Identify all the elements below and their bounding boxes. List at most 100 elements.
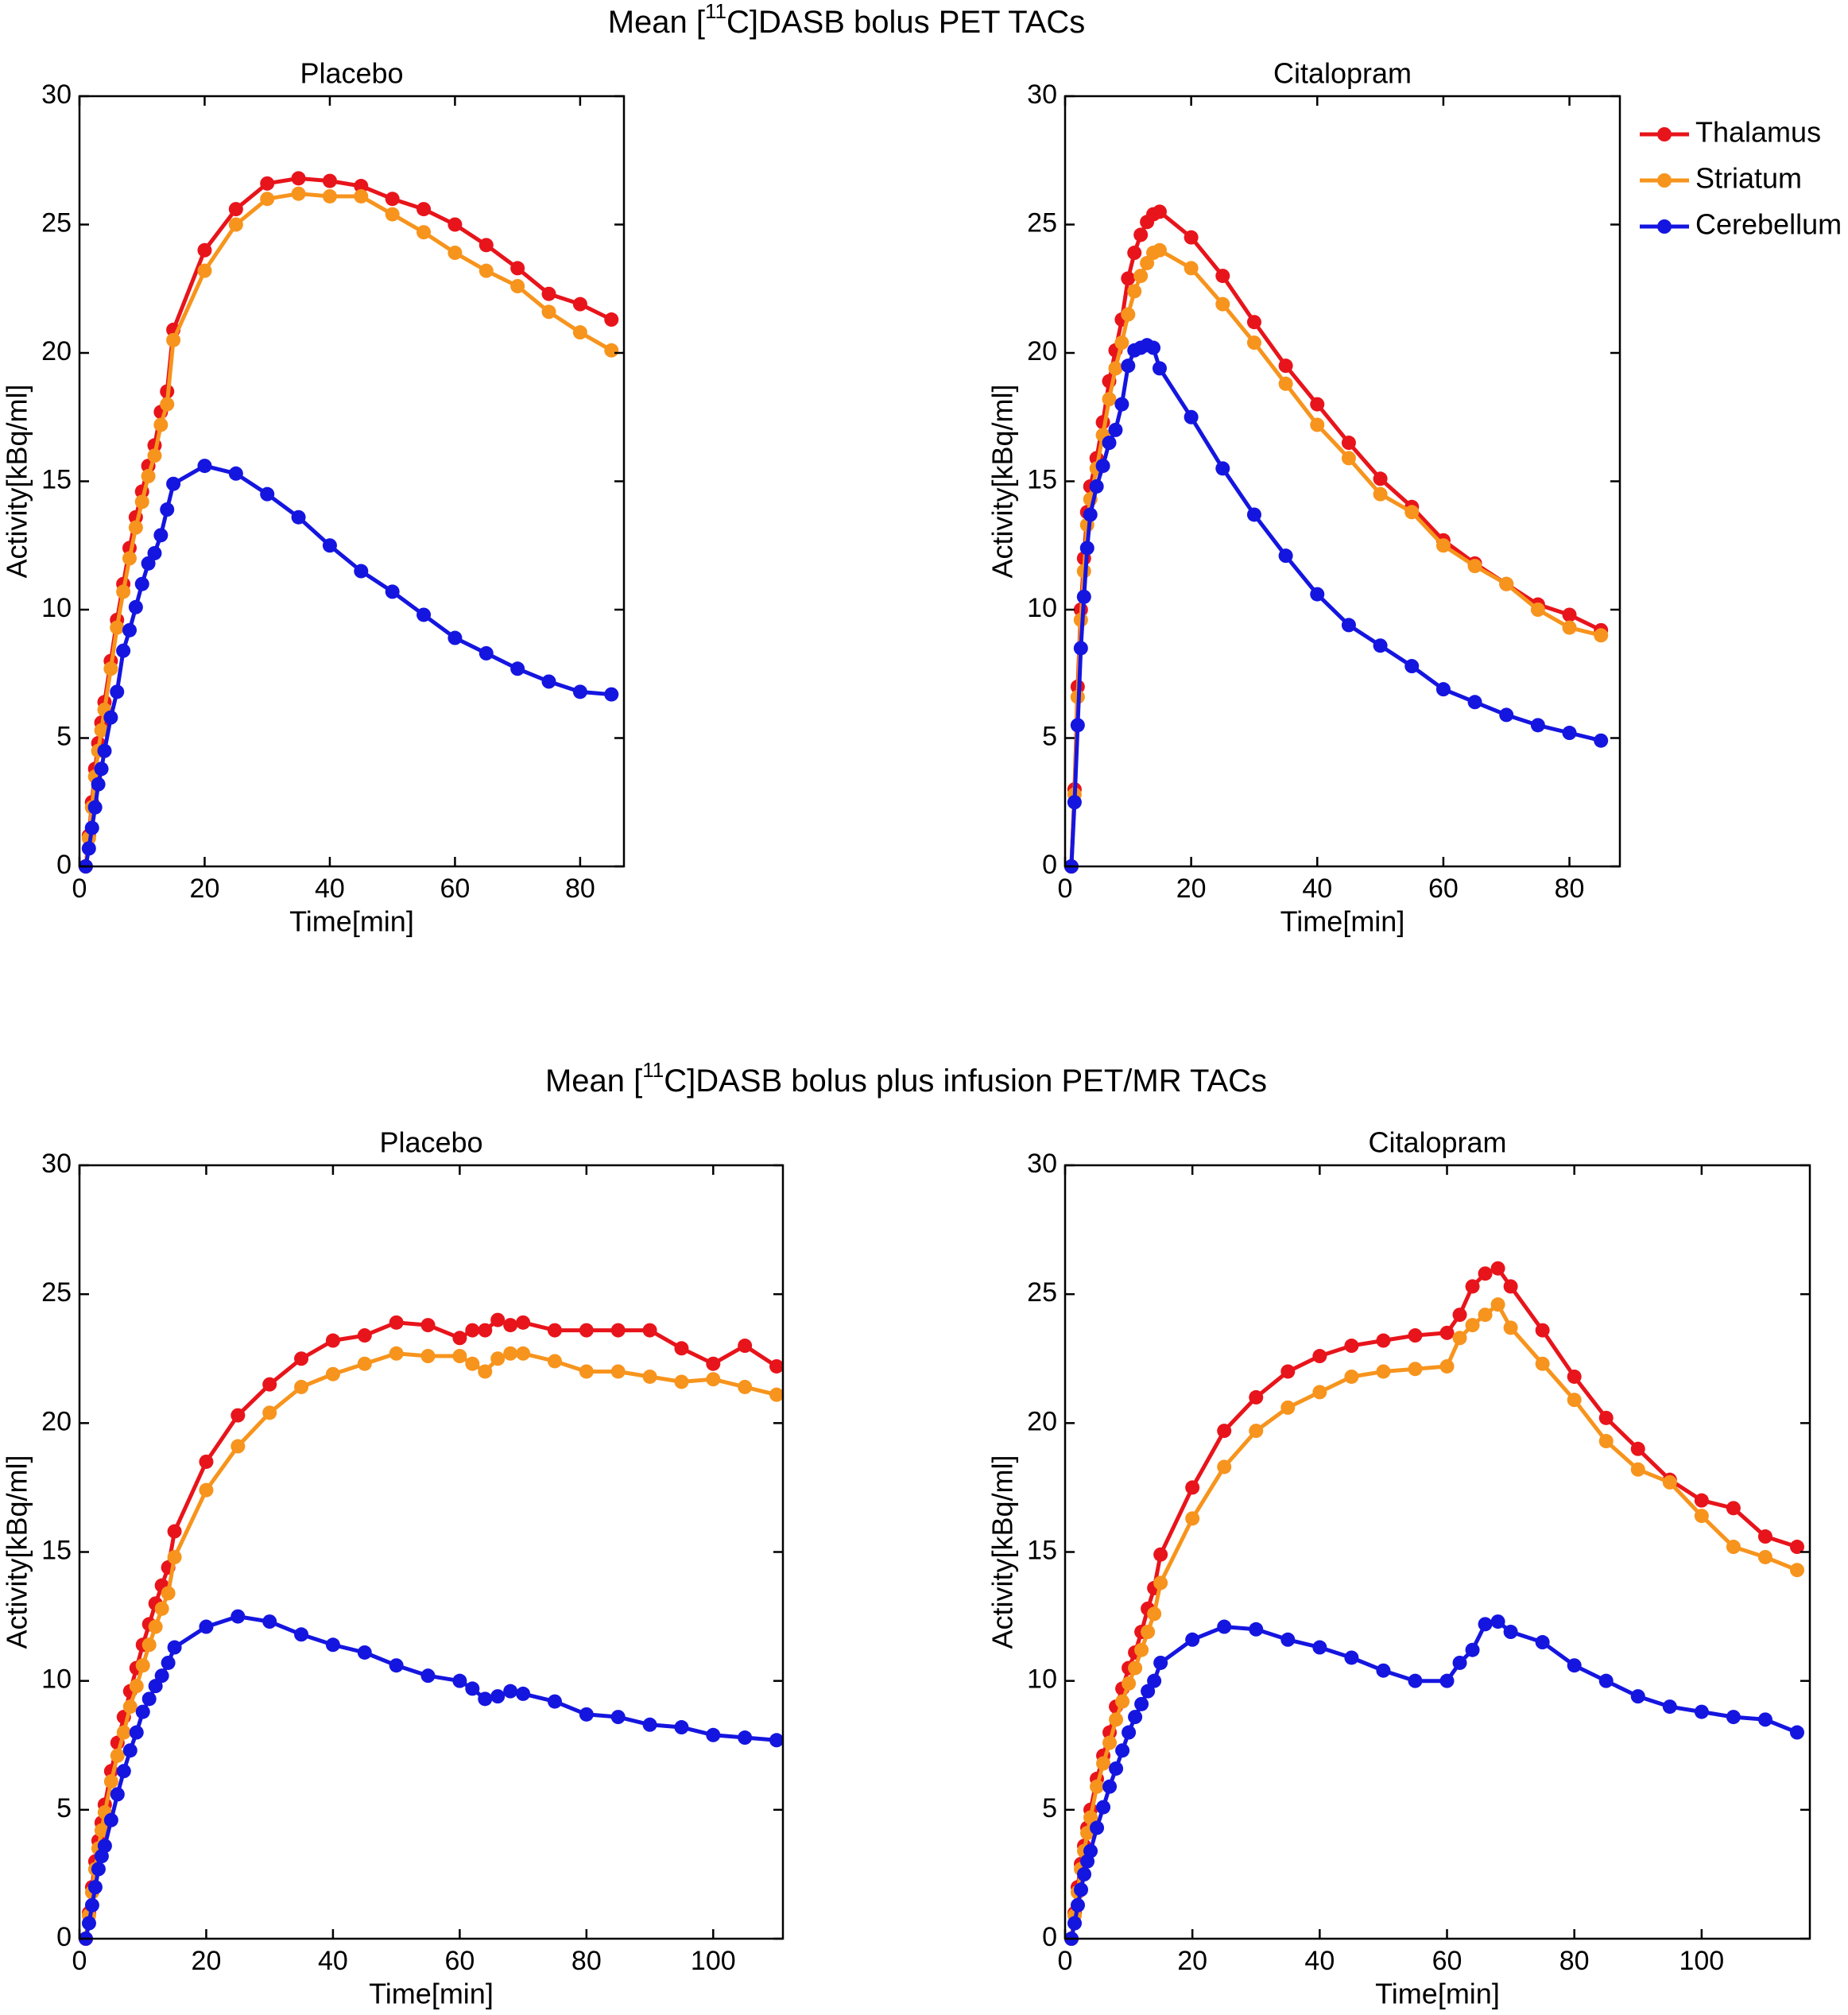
data-point: [116, 1725, 131, 1740]
data-point: [1467, 695, 1482, 710]
data-point: [160, 502, 175, 517]
data-point: [1726, 1710, 1741, 1725]
data-point: [1114, 397, 1129, 412]
data-point: [738, 1339, 753, 1354]
data-point: [1478, 1617, 1493, 1632]
data-point: [1077, 1866, 1092, 1881]
data-point: [1090, 1779, 1105, 1794]
data-point: [1376, 1364, 1391, 1379]
x-tick-label: 80: [1559, 1946, 1590, 1976]
data-point: [478, 645, 494, 661]
data-point: [1122, 1676, 1137, 1691]
data-point: [1376, 1663, 1391, 1678]
y-tick-label: 10: [1027, 1664, 1057, 1695]
x-tick-label: 20: [1176, 874, 1207, 904]
data-point: [1310, 587, 1325, 602]
data-point: [325, 1366, 340, 1381]
data-point: [385, 192, 400, 207]
data-point: [87, 1880, 103, 1895]
x-tick-label: 60: [444, 1946, 475, 1976]
data-point: [604, 343, 619, 358]
legend-marker: [1657, 127, 1672, 141]
data-point: [1435, 682, 1451, 697]
data-point: [1662, 1699, 1677, 1715]
data-point: [141, 1691, 157, 1707]
data-point: [1503, 1320, 1518, 1335]
data-point: [1467, 559, 1482, 574]
suptitle-part: C]DASB bolus plus infusion PET/MR TACs: [664, 1064, 1267, 1099]
data-point: [1071, 1897, 1086, 1912]
data-point: [1127, 284, 1142, 299]
data-point: [1073, 641, 1088, 656]
data-point: [1452, 1655, 1467, 1670]
data-point: [199, 1454, 214, 1469]
y-tick-label: 10: [41, 1664, 72, 1695]
data-point: [1217, 1459, 1232, 1474]
data-point: [91, 1862, 106, 1877]
data-point: [1452, 1308, 1467, 1323]
y-tick-label: 15: [1027, 1535, 1057, 1565]
data-point: [1185, 1632, 1200, 1647]
data-point: [610, 1364, 626, 1379]
x-axis-label: Time[min]: [1375, 1978, 1500, 2010]
data-point: [1662, 1474, 1677, 1490]
data-point: [1146, 340, 1161, 355]
data-point: [354, 188, 369, 203]
y-tick-label: 25: [1027, 207, 1057, 238]
x-tick-label: 0: [72, 874, 87, 904]
y-tick-label: 10: [41, 593, 72, 623]
data-point: [706, 1372, 721, 1387]
data-point: [572, 325, 587, 340]
legend-label: Cerebellum: [1695, 208, 1842, 241]
data-point: [447, 217, 463, 232]
data-point: [1694, 1509, 1709, 1524]
data-point: [94, 1823, 109, 1838]
data-point: [1562, 620, 1577, 635]
data-point: [167, 1524, 182, 1539]
data-point: [1249, 1622, 1264, 1637]
data-point: [1128, 1660, 1143, 1676]
data-point: [1127, 246, 1142, 261]
data-point: [503, 1684, 518, 1699]
data-point: [1246, 315, 1261, 330]
data-point: [153, 528, 169, 543]
data-point: [1408, 1362, 1423, 1377]
data-point: [110, 1748, 125, 1763]
data-point: [642, 1717, 657, 1732]
data-point: [1435, 538, 1451, 553]
data-point: [674, 1720, 689, 1735]
data-point: [166, 332, 181, 347]
data-point: [1083, 1843, 1098, 1858]
suptitle-part: C]DASB bolus PET TACs: [726, 5, 1085, 40]
legend-label: Thalamus: [1695, 116, 1821, 149]
data-point: [122, 622, 137, 637]
data-point: [1109, 1712, 1124, 1727]
data-point: [1490, 1297, 1505, 1312]
data-point: [147, 545, 162, 560]
data-point: [1310, 397, 1325, 412]
data-point: [1757, 1529, 1772, 1544]
data-point: [1067, 1916, 1083, 1931]
x-tick-label: 0: [1058, 1946, 1073, 1976]
data-point: [1503, 1279, 1518, 1294]
data-point: [1478, 1266, 1493, 1281]
data-point: [199, 1619, 214, 1634]
data-point: [1530, 718, 1545, 733]
data-point: [452, 1673, 467, 1688]
data-point: [1312, 1640, 1327, 1655]
data-point: [1095, 459, 1110, 474]
suptitle-part: Mean [: [608, 5, 705, 40]
data-point: [116, 584, 131, 599]
y-tick-label: 15: [41, 1535, 72, 1565]
data-point: [94, 761, 109, 777]
data-point: [1562, 607, 1577, 622]
data-point: [1147, 1606, 1162, 1622]
data-point: [1789, 1540, 1804, 1555]
data-point: [516, 1346, 531, 1361]
data-point: [148, 1679, 163, 1694]
data-point: [1373, 471, 1388, 486]
data-point: [97, 743, 112, 758]
x-tick-label: 80: [571, 1946, 602, 1976]
data-point: [465, 1356, 480, 1371]
data-point: [1246, 335, 1261, 351]
